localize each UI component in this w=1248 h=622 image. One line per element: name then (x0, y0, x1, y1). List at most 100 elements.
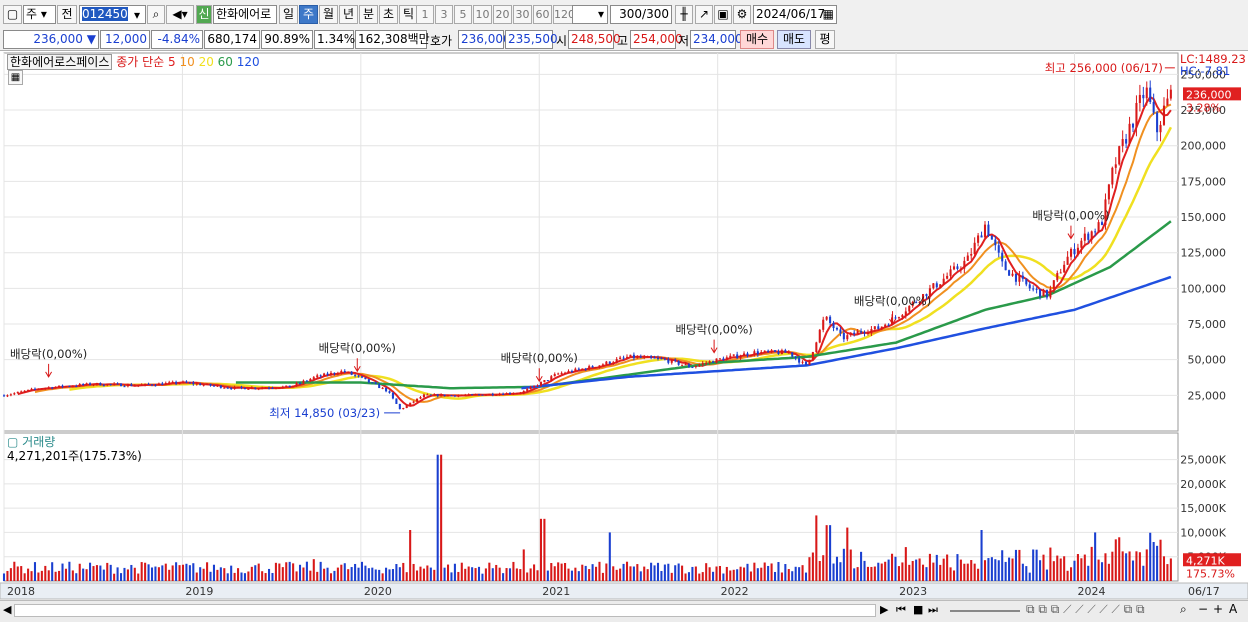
candle-icon[interactable]: ╫ (675, 5, 693, 24)
candle-body (471, 394, 474, 396)
minus-icon[interactable]: − (1198, 602, 1209, 616)
candle-body (567, 370, 570, 373)
volume-bar (564, 563, 567, 581)
volume-bar (1073, 560, 1076, 581)
volume-bar (1025, 566, 1028, 581)
code-input[interactable]: 012450 (79, 5, 146, 24)
tab-4[interactable]: 분 (359, 5, 378, 24)
volume-bar (1083, 554, 1086, 581)
bid-field: 235,500 (505, 30, 558, 49)
annotations: 최고 256,000 (06/17) 최저 14,850 (03/23) 배당락(0… (10, 61, 1175, 420)
volume-bar (1145, 549, 1148, 581)
candle-body (123, 386, 126, 388)
interval-5[interactable]: 5 (454, 5, 472, 24)
drawing-tools-icon[interactable]: ⧉ ⧉ ⧉ ⟋ ⟋ ⟋ ⟋ ⟋ ⧉ ⧉ (1026, 602, 1145, 616)
candle-body (1138, 94, 1141, 103)
candle-body (1128, 123, 1131, 144)
zoom-out-icon[interactable]: ⌕ (1180, 602, 1187, 616)
volume-bar (522, 549, 525, 581)
rewind-icon[interactable]: ⏮ (896, 603, 906, 616)
prev-button[interactable]: 전 (57, 5, 77, 24)
volume-bar (199, 567, 202, 581)
volume-bar (660, 571, 663, 581)
interval-3[interactable]: 3 (435, 5, 453, 24)
candle-body (625, 356, 629, 358)
candle-body (181, 381, 185, 383)
volume-bar (921, 564, 925, 581)
tab-2[interactable]: 월 (319, 5, 338, 24)
calendar-icon[interactable]: ▦ (822, 7, 834, 21)
interval-30[interactable]: 30 (513, 5, 532, 24)
forward-icon[interactable]: ⏭ (928, 603, 938, 616)
tab-1[interactable]: 주 (299, 5, 318, 24)
panel-toggle-icon[interactable]: ▢ (3, 5, 22, 24)
interval-select[interactable]: ▾ (572, 5, 608, 24)
interval-10[interactable]: 10 (473, 5, 492, 24)
interval-60[interactable]: 60 (533, 5, 552, 24)
speaker-icon[interactable]: ◀▾ (166, 5, 194, 24)
low-label: 저 (678, 34, 690, 48)
price-chart[interactable]: 최고 256,000 (06/17) 최저 14,850 (03/23) 배당락(0… (0, 51, 1248, 600)
ask-field: 236,000 (458, 30, 511, 49)
period-select[interactable]: 주 ▾ (23, 5, 56, 24)
candle-body (288, 385, 291, 388)
sell-button[interactable]: 매도 (777, 30, 811, 49)
credit-badge[interactable]: 신 (196, 5, 212, 24)
volume-bar (278, 563, 281, 581)
legend-stock-name[interactable]: 한화에어로스페이스 (7, 54, 113, 70)
volume-bar (708, 567, 711, 581)
interval-1[interactable]: 1 (416, 5, 434, 24)
candle-body (601, 364, 604, 366)
candle-body (285, 385, 288, 387)
volume-bar (698, 573, 701, 581)
volume-bar (808, 557, 811, 581)
candle-body (1066, 256, 1069, 265)
eval-button[interactable]: 평 (815, 30, 835, 49)
grid-icon[interactable]: ▦ (8, 70, 23, 85)
stop-icon[interactable]: ■ (913, 603, 924, 616)
interval-120[interactable]: 120 (553, 5, 575, 24)
save-icon[interactable]: ▣ (714, 5, 732, 24)
zoom-slider[interactable] (950, 610, 1020, 612)
search-icon[interactable]: ⌕ (147, 5, 165, 24)
volume-bar (746, 563, 749, 581)
ratio-field: 90.89% (261, 30, 313, 49)
tab-0[interactable]: 일 (279, 5, 298, 24)
tab-5[interactable]: 초 (379, 5, 398, 24)
scroll-track[interactable] (14, 604, 876, 617)
candle-body (64, 386, 67, 388)
candle-body (309, 379, 312, 381)
candle-body (715, 358, 718, 363)
dropdown-icon[interactable]: ▾ (134, 8, 141, 22)
candle-body (58, 385, 61, 387)
date-field[interactable]: 2024/06/17 ▦ (753, 5, 837, 24)
gear-icon[interactable]: ⚙ (733, 5, 751, 24)
volume-bar (533, 564, 536, 581)
count-field[interactable]: 300/300 (610, 5, 672, 24)
volume-bar (546, 570, 549, 581)
volume-bar (1001, 550, 1004, 581)
candle-body (798, 358, 801, 363)
volume-bar (1128, 551, 1131, 581)
volume-bar (639, 571, 642, 581)
buy-button[interactable]: 매수 (740, 30, 774, 49)
candle-body (705, 362, 708, 364)
candle-body (30, 388, 33, 390)
plus-icon[interactable]: + (1213, 602, 1224, 616)
candle-body (736, 354, 739, 358)
volume-bar (891, 553, 894, 581)
candle-body (636, 356, 639, 359)
scroll-right-icon[interactable]: ▶ (880, 603, 889, 616)
candle-body (226, 387, 229, 389)
candle-body (643, 356, 646, 358)
candle-body (398, 403, 401, 410)
tab-3[interactable]: 년 (339, 5, 358, 24)
candle-body (385, 387, 388, 392)
interval-20[interactable]: 20 (493, 5, 512, 24)
candle-body (763, 350, 766, 352)
candle-body (784, 350, 787, 353)
scroll-left-icon[interactable]: ◀ (3, 603, 12, 616)
crosshair-icon[interactable]: ↗ (695, 5, 713, 24)
candle-body (281, 386, 284, 388)
text-tool-icon[interactable]: A (1229, 602, 1238, 616)
